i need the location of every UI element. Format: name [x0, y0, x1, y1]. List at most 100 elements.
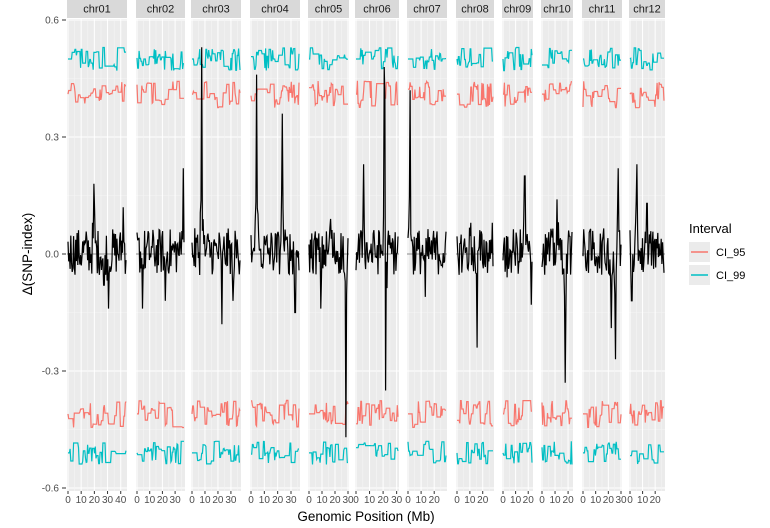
x-tick-label: 10	[510, 495, 522, 506]
x-tick-label: 30	[170, 495, 182, 506]
ci95-upper-line	[136, 80, 184, 106]
x-tick-label: 20	[378, 495, 390, 506]
legend-title: Interval	[689, 221, 732, 236]
facet-strip-label: chr02	[147, 4, 175, 16]
facet-chr08: chr08 0 10 20	[454, 0, 494, 506]
delta-snp-line	[541, 199, 573, 383]
x-tick-label: 20	[429, 495, 441, 506]
ci99-upper-line	[629, 47, 664, 71]
x-tick-label: 20	[157, 495, 169, 506]
x-tick-label: 20	[212, 495, 224, 506]
facet-chr12: chr12 0 10 20	[627, 0, 665, 506]
ci95-upper-line	[192, 81, 241, 109]
ci95-lower-line	[629, 400, 664, 426]
x-tick-label: 10	[76, 495, 88, 506]
ci95-upper-line	[503, 82, 532, 107]
facet-strip-label: chr05	[315, 4, 343, 16]
y-tick-label: -0.3	[42, 367, 60, 378]
facet-chr04: chr04 0 10 20 30	[248, 0, 300, 506]
ci95-lower-line	[457, 400, 493, 427]
delta-snp-line	[250, 74, 300, 314]
facet-strip-label: chr01	[83, 4, 111, 16]
x-tick-label: 0	[248, 495, 254, 506]
ci99-lower-line	[68, 442, 127, 465]
ci95-lower-line	[408, 400, 446, 428]
ci95-lower-line	[309, 401, 349, 425]
ci99-upper-line	[192, 48, 241, 71]
ci95-upper-line	[309, 80, 348, 107]
x-tick-label: 10	[316, 495, 328, 506]
delta-snp-line	[629, 164, 665, 302]
facet-strip-label: chr04	[261, 4, 289, 16]
delta-snp-line	[456, 222, 494, 348]
x-tick-label: 30	[285, 495, 297, 506]
ci99-lower-line	[630, 444, 664, 465]
x-tick-label: 20	[563, 495, 575, 506]
x-tick-label: 20	[329, 495, 341, 506]
ci99-lower-line	[309, 441, 348, 465]
x-tick-label: 10	[259, 495, 271, 506]
ci95-lower-line	[191, 400, 241, 428]
delta-snp-line	[191, 47, 241, 325]
ci99-lower-line	[407, 440, 447, 464]
ci95-lower-line	[503, 400, 532, 427]
ci99-upper-line	[356, 47, 399, 70]
x-tick-label: 30	[391, 495, 403, 506]
facet-strip-label: chr08	[461, 4, 489, 16]
y-tick-label: -0.6	[42, 484, 60, 495]
legend-item-ci95: CI_95	[689, 242, 745, 262]
x-tick-label: 0	[405, 495, 411, 506]
x-tick-label: 20	[477, 495, 489, 506]
facet-chr05: chr05 0 10 20 30	[306, 0, 354, 506]
x-tick-label: 30	[342, 495, 354, 506]
ci99-lower-line	[356, 442, 399, 460]
ci99-lower-line	[192, 440, 240, 465]
x-tick-label: 0	[500, 495, 506, 506]
y-tick-label: 0.0	[45, 250, 59, 261]
svg-text:CI_95: CI_95	[716, 247, 745, 259]
x-tick-label: 0	[65, 495, 71, 506]
facet-chr03: chr03 0 10 20 30	[189, 0, 241, 506]
x-tick-label: 0	[539, 495, 545, 506]
ci95-lower-line	[541, 400, 572, 427]
x-tick-label: 0	[353, 495, 359, 506]
x-tick-label: 20	[603, 495, 615, 506]
facet-chr07: chr07 0 10 20	[405, 0, 447, 506]
x-tick-label: 10	[416, 495, 428, 506]
ci99-upper-line	[309, 47, 348, 71]
x-tick-label: 10	[144, 495, 156, 506]
x-tick-label: 0	[189, 495, 195, 506]
facet-strip-label: chr03	[202, 4, 230, 16]
x-tick-label: 30	[615, 495, 627, 506]
x-axis-title: Genomic Position (Mb)	[297, 509, 434, 524]
x-tick-label: 40	[115, 495, 127, 506]
x-tick-label: 10	[637, 495, 649, 506]
x-tick-label: 0	[627, 495, 633, 506]
delta-snp-line	[308, 218, 349, 438]
x-tick-label: 10	[364, 495, 376, 506]
ci95-upper-line	[629, 82, 665, 109]
x-tick-label: 10	[199, 495, 211, 506]
x-tick-label: 20	[272, 495, 284, 506]
ci99-upper-line	[251, 47, 300, 71]
ci95-lower-line	[583, 400, 622, 428]
delta-snp-line	[407, 90, 447, 297]
y-tick-label: 0.3	[45, 133, 59, 144]
y-tick-label: 0.6	[45, 16, 59, 27]
facet-chr10: chr10 0 10 20	[539, 0, 574, 506]
ci95-lower-line	[137, 400, 184, 429]
facet-strip-label: chr09	[504, 4, 532, 16]
ci99-upper-line	[583, 47, 621, 69]
ci99-upper-line	[136, 49, 184, 71]
delta-snp-line	[355, 66, 399, 391]
x-tick-label: 20	[523, 495, 535, 506]
facet-strip-label: chr06	[363, 4, 391, 16]
ci99-upper-line	[502, 46, 533, 72]
ci99-lower-line	[456, 441, 493, 465]
legend-item-ci99: CI_99	[689, 265, 745, 285]
facet-chr06: chr06 0 10 20 30	[353, 0, 403, 506]
facet-strip-label: chr10	[543, 4, 571, 16]
delta-snp-line	[67, 183, 127, 309]
facet-chr01: chr01 0 10 20 30 40	[65, 0, 127, 506]
